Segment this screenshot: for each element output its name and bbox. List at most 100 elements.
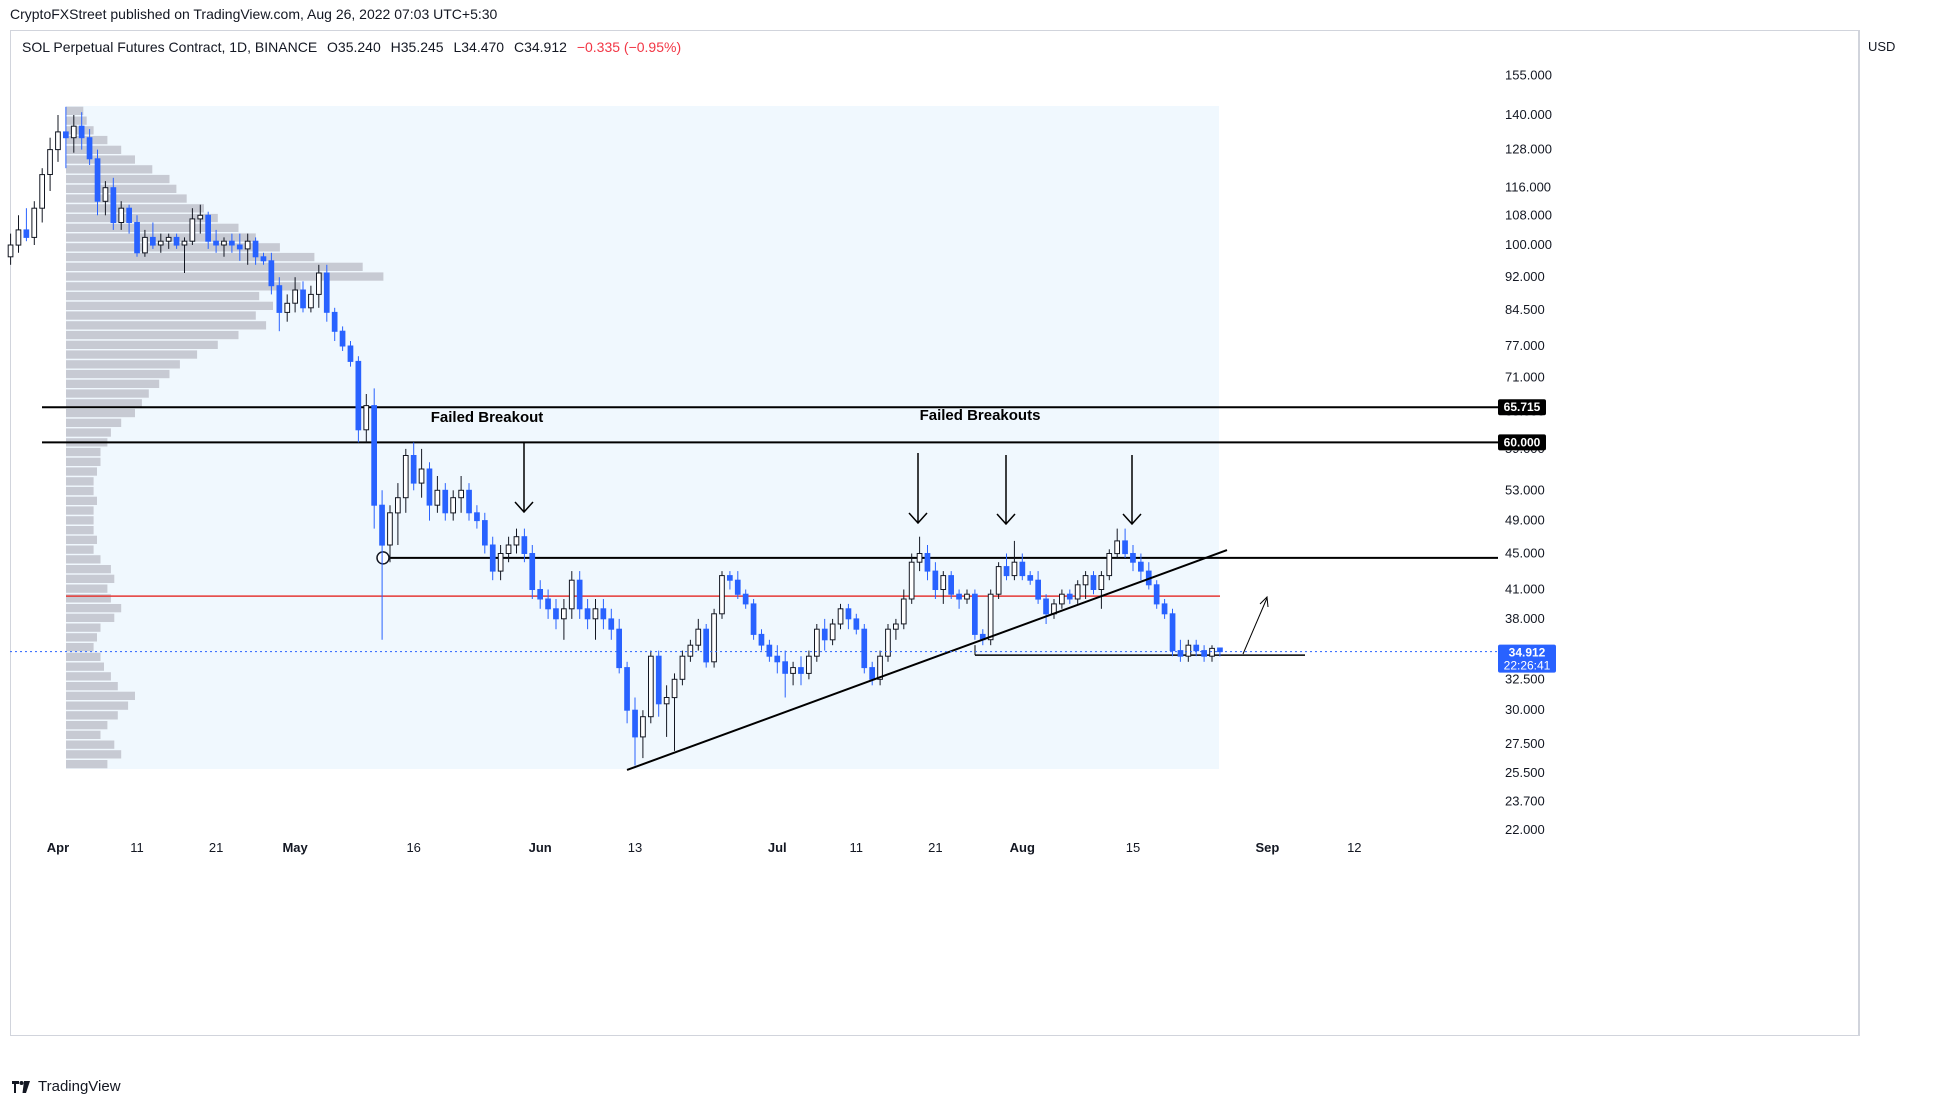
candle-body: [466, 489, 472, 514]
time-axis-tick: 21: [209, 840, 223, 855]
time-axis-tick: 13: [628, 840, 642, 855]
price-axis-tick: 30.000: [1505, 702, 1545, 717]
projection-arrow-icon: [1242, 597, 1268, 655]
candle-body: [537, 589, 543, 600]
candle-body: [1138, 561, 1144, 572]
anchor-point-icon: [376, 551, 390, 565]
price-axis-tick: 23.700: [1505, 793, 1545, 808]
candle-body: [23, 229, 30, 238]
volume-profile-bar: [66, 633, 97, 642]
candle-body: [213, 240, 219, 246]
ohlc-open-value: O35.240: [327, 39, 381, 55]
candle-body: [853, 618, 860, 630]
candle-body: [1043, 598, 1049, 615]
volume-profile-bar: [66, 721, 108, 730]
volume-profile-bar: [66, 408, 135, 418]
candle-body: [347, 345, 354, 362]
price-tag-65715-bg: [1498, 399, 1546, 416]
candle-body: [1019, 561, 1026, 577]
candle-body: [568, 579, 575, 610]
candle-body: [379, 504, 385, 546]
ohlc-change: −0.335 (−0.95%): [577, 39, 681, 55]
annotation-failed-breakouts: Failed Breakouts: [920, 407, 1041, 424]
candle-body: [1082, 575, 1089, 586]
candle-body: [561, 608, 567, 620]
candle-body: [339, 330, 346, 347]
volume-profile-bar: [66, 291, 260, 301]
price-tag-65715: 65.715: [1504, 400, 1541, 414]
candle-body: [1193, 644, 1200, 652]
candle-body: [1011, 561, 1018, 577]
down-arrow-head-icon: [996, 513, 1016, 526]
candle-body: [703, 628, 709, 663]
candle-body: [1090, 575, 1097, 590]
candle-body: [885, 628, 891, 657]
candle-body: [1169, 613, 1176, 652]
volume-profile-bar: [66, 174, 170, 184]
volume-profile-bar: [66, 213, 218, 223]
volume-profile-bar: [66, 340, 218, 349]
volume-profile-bar: [66, 486, 94, 496]
volume-profile-bar: [66, 301, 273, 310]
candle-body: [300, 289, 306, 309]
candle-body: [402, 455, 409, 499]
candle-body: [505, 544, 512, 554]
candle-body: [790, 667, 796, 674]
volume-profile-bar: [66, 711, 118, 720]
price-axis-tick: 108.000: [1505, 207, 1552, 222]
volume-profile-bar: [66, 574, 115, 583]
candle-body: [758, 633, 765, 646]
volume-profile-bar: [66, 321, 267, 330]
candle-body: [814, 628, 820, 657]
currency-label[interactable]: USD: [1868, 39, 1896, 54]
volume-profile-bar: [66, 604, 122, 613]
candle-body: [845, 608, 852, 620]
candle-body: [932, 570, 939, 590]
candle-body: [316, 272, 322, 295]
candle-body: [1003, 566, 1010, 577]
candle-body: [63, 131, 69, 139]
candle-body: [695, 628, 702, 646]
candle-body: [110, 187, 117, 223]
candle-body: [55, 131, 61, 151]
volume-profile-bar: [66, 369, 170, 379]
candle-body: [181, 240, 188, 246]
last-price-countdown: 22:26:41: [1504, 659, 1551, 673]
time-axis-tick: May: [282, 840, 308, 855]
candle-body: [734, 579, 741, 595]
volume-profile-bar: [66, 594, 111, 603]
candle-body: [197, 214, 204, 220]
down-arrow-head-icon: [1122, 513, 1142, 526]
tradingview-logo-icon: [12, 1080, 30, 1093]
annotation-failed-breakout: Failed Breakout: [431, 409, 544, 426]
candle-body: [545, 598, 551, 610]
candle-body: [513, 536, 520, 546]
candle-body: [750, 603, 757, 635]
price-axis-tick: 128.000: [1505, 142, 1552, 157]
candle-body: [418, 468, 425, 484]
price-axis-tick: 71.000: [1505, 369, 1545, 384]
volume-profile-bar: [66, 467, 97, 476]
candle-body: [727, 575, 733, 581]
volume-profile-bar: [66, 428, 111, 437]
candle-body: [869, 667, 875, 680]
symbol-name[interactable]: SOL Perpetual Futures Contract, 1D, BINA…: [22, 39, 318, 55]
volume-profile-bar: [66, 682, 118, 691]
volume-profile-bar: [66, 526, 94, 535]
volume-profile-bar: [66, 194, 187, 203]
volume-profile-bar: [66, 262, 363, 271]
candle-body: [1098, 575, 1105, 590]
volume-profile-bar: [66, 155, 135, 164]
volume-profile-bar: [66, 106, 84, 115]
candle-body: [655, 655, 662, 705]
price-axis-tick: 84.500: [1505, 302, 1545, 317]
ohlc-open: O35.240: [327, 39, 381, 55]
volume-profile-bar: [66, 662, 104, 671]
candle-body: [1106, 553, 1113, 577]
volume-profile-bar: [66, 311, 256, 320]
candle-body: [395, 497, 401, 514]
candle-body: [458, 489, 464, 499]
candle-body: [410, 455, 417, 484]
price-axis-tick: 27.500: [1505, 736, 1545, 751]
